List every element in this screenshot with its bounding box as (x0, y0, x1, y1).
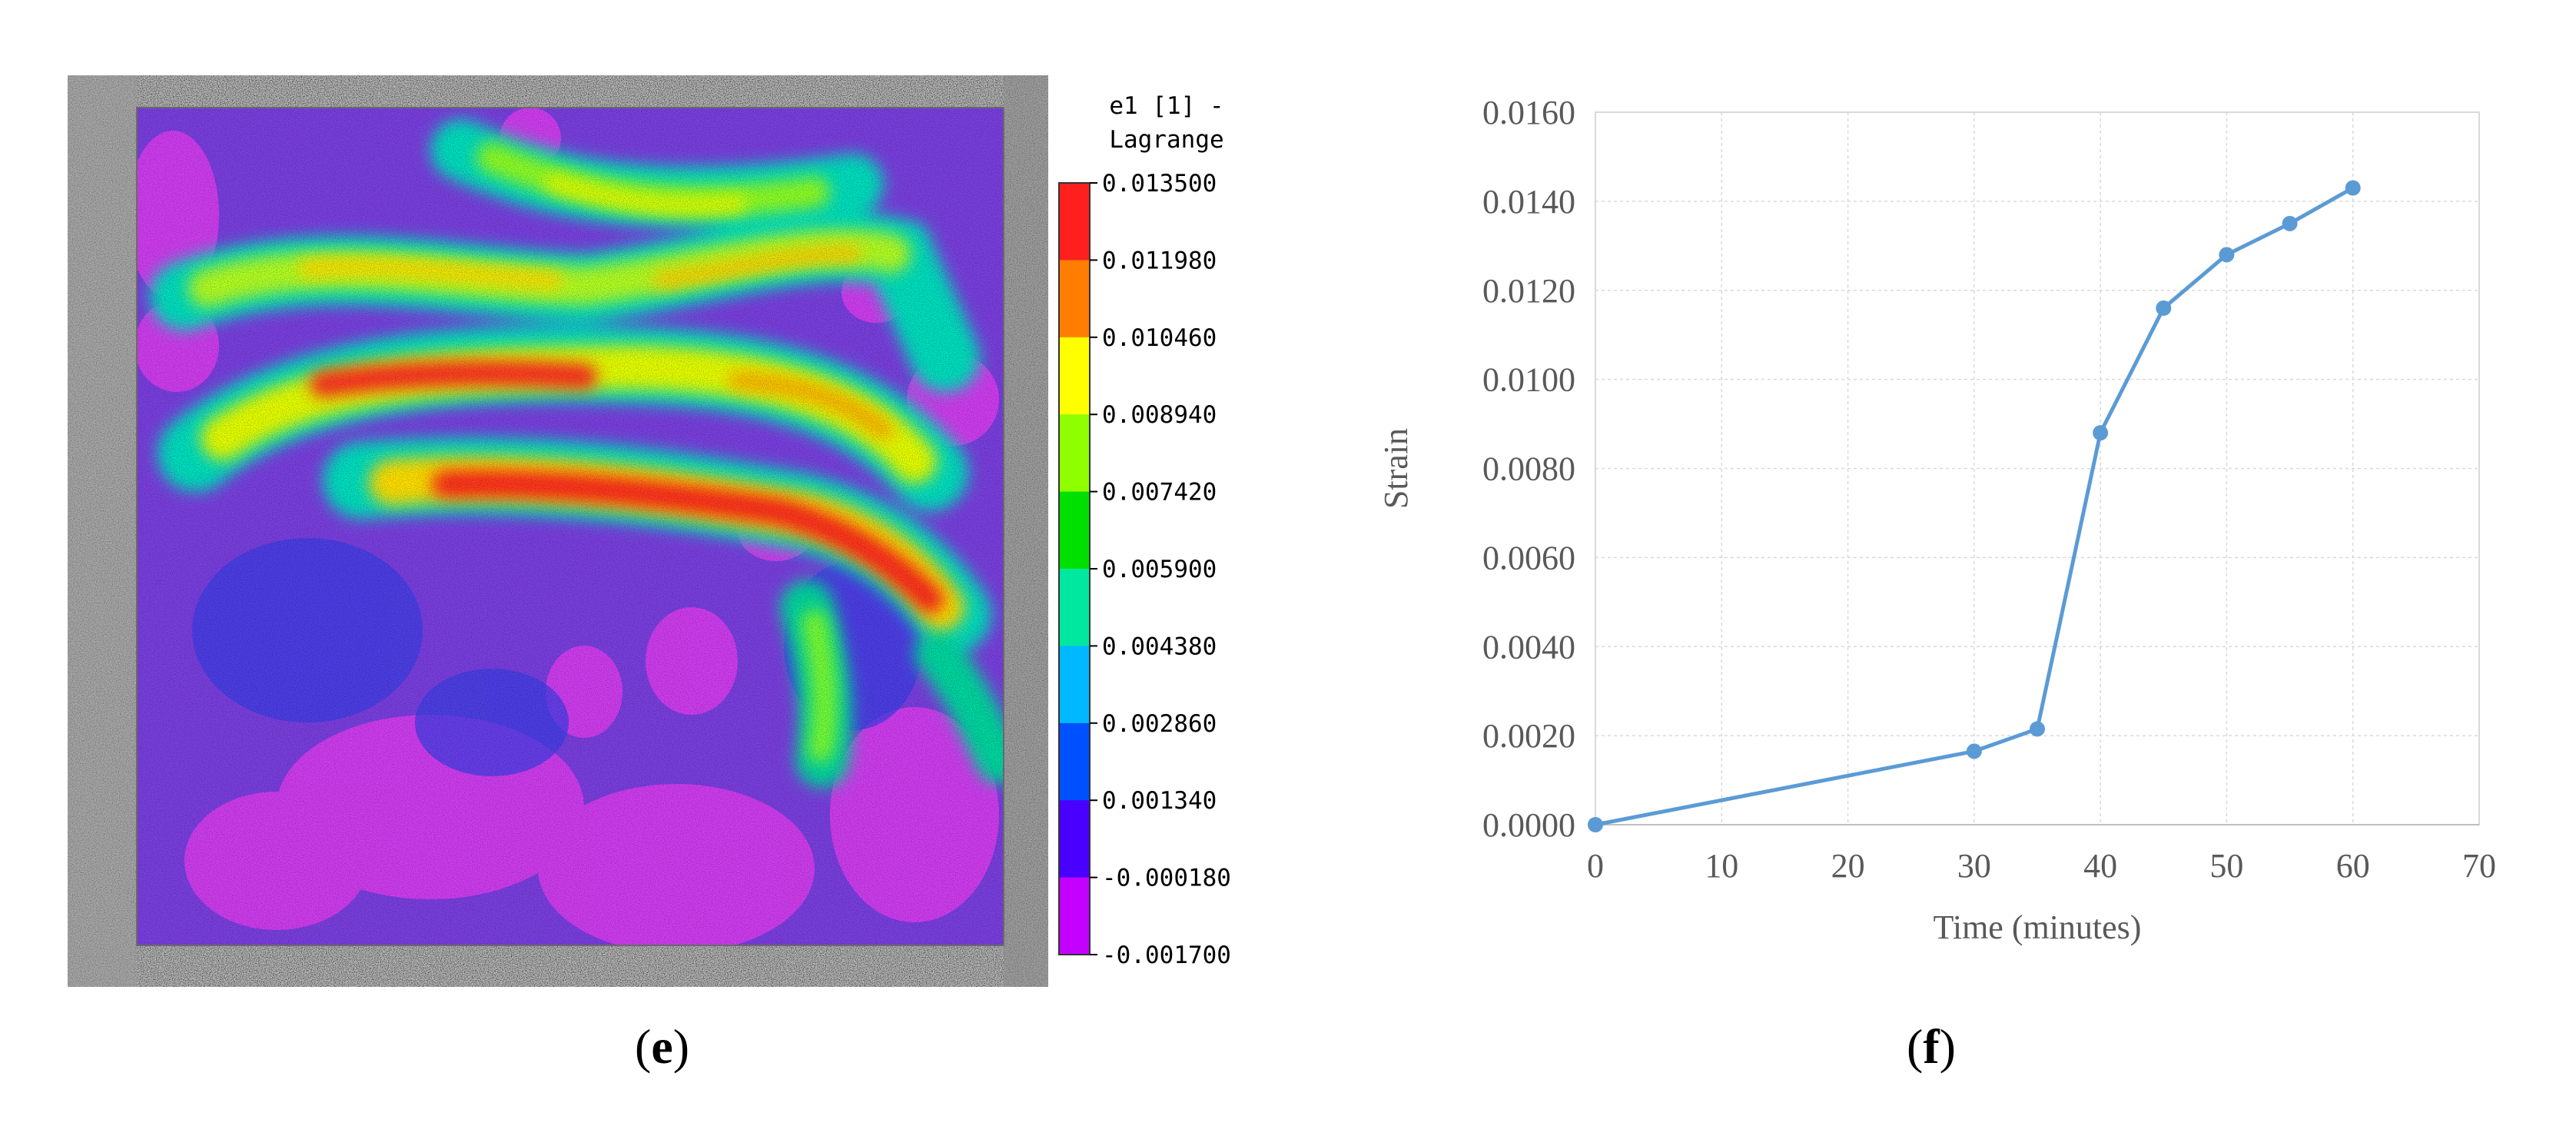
x-axis-title: Time (minutes) (1934, 908, 2142, 946)
y-tick-label: 0.0140 (1482, 183, 1575, 221)
x-tick-label: 0 (1587, 847, 1604, 885)
colorbar-tick-label: -0.000180 (1102, 865, 1231, 892)
colorbar-swatch (1059, 337, 1090, 415)
x-tick-label: 50 (2209, 847, 2243, 885)
data-point (1966, 743, 1982, 759)
y-tick-label: 0.0080 (1482, 450, 1575, 488)
colorbar-tick-label: -0.001700 (1102, 942, 1231, 969)
colorbar-swatch (1059, 800, 1090, 879)
panel-e-label: (e) (635, 1019, 690, 1074)
y-axis-ticks: 0.0000 0.0020 0.0040 0.0060 0.0080 0.0100 0.01… (1482, 94, 1575, 844)
colorbar-tick-label: 0.007420 (1102, 479, 1217, 507)
colorbar: e1 [1] - Lagrange 0.013500 0.011980 0.0104… (1058, 92, 1231, 969)
data-point (2345, 180, 2361, 196)
colorbar-swatch (1059, 722, 1090, 801)
colorbar-tick-label: 0.008940 (1102, 401, 1217, 429)
data-point (1588, 817, 1603, 832)
colorbar-swatch (1059, 877, 1090, 955)
grid-lines (1595, 112, 2479, 825)
y-tick-label: 0.0100 (1482, 361, 1575, 399)
colorbar-swatch (1059, 569, 1090, 646)
colorbar-tick-label: 0.001340 (1102, 787, 1217, 815)
series-line (1595, 186, 2354, 827)
strain-field-image: e1 [1] - Lagrange 0.013500 0.011980 0.0104… (68, 75, 1231, 987)
panel-f-label: (f) (1907, 1019, 1956, 1074)
y-tick-label: 0.0160 (1482, 94, 1575, 131)
x-tick-label: 40 (2083, 847, 2117, 885)
colorbar-tick-label: 0.013500 (1102, 170, 1217, 198)
y-tick-label: 0.0000 (1482, 806, 1575, 844)
y-tick-label: 0.0120 (1482, 272, 1575, 310)
data-point (2030, 721, 2045, 737)
x-tick-label: 70 (2462, 847, 2496, 885)
x-tick-label: 60 (2336, 847, 2370, 885)
colorbar-tick-label: 0.004380 (1102, 633, 1217, 660)
strain-field-overlay (137, 108, 1004, 945)
colorbar-tick-label: 0.002860 (1102, 710, 1217, 738)
colorbar-swatch (1059, 183, 1090, 261)
colorbar-swatch (1059, 646, 1090, 724)
colorbar-title-line2: Lagrange (1109, 126, 1223, 154)
data-point (2282, 215, 2298, 231)
y-tick-label: 0.0020 (1482, 717, 1575, 755)
y-tick-label: 0.0040 (1482, 628, 1575, 666)
colorbar-title-line1: e1 [1] - (1109, 92, 1223, 120)
strain-time-chart: 0.0000 0.0020 0.0040 0.0060 0.0080 0.0100 0.01… (1377, 94, 2496, 946)
panel-f: 0.0000 0.0020 0.0040 0.0060 0.0080 0.0100 0.01… (1288, 0, 2576, 1122)
data-point (2156, 300, 2172, 316)
x-axis-ticks: 0 10 20 30 40 50 60 70 (1587, 847, 2496, 885)
y-tick-label: 0.0060 (1482, 539, 1575, 576)
colorbar-swatch (1059, 260, 1090, 338)
colorbar-tick-label: 0.010460 (1102, 324, 1217, 352)
data-point (2219, 247, 2235, 263)
colorbar-tick-label: 0.011980 (1102, 247, 1217, 274)
y-axis-title: Strain (1377, 428, 1415, 509)
data-point (2093, 425, 2109, 441)
x-tick-label: 10 (1705, 847, 1738, 885)
x-tick-label: 20 (1831, 847, 1865, 885)
series-layer (1588, 180, 2361, 832)
colorbar-swatch (1059, 414, 1090, 493)
x-tick-label: 30 (1957, 847, 1991, 885)
panel-e: e1 [1] - Lagrange 0.013500 0.011980 0.0104… (0, 0, 1288, 1122)
colorbar-swatch (1059, 491, 1090, 570)
colorbar-tick-label: 0.005900 (1102, 556, 1217, 583)
